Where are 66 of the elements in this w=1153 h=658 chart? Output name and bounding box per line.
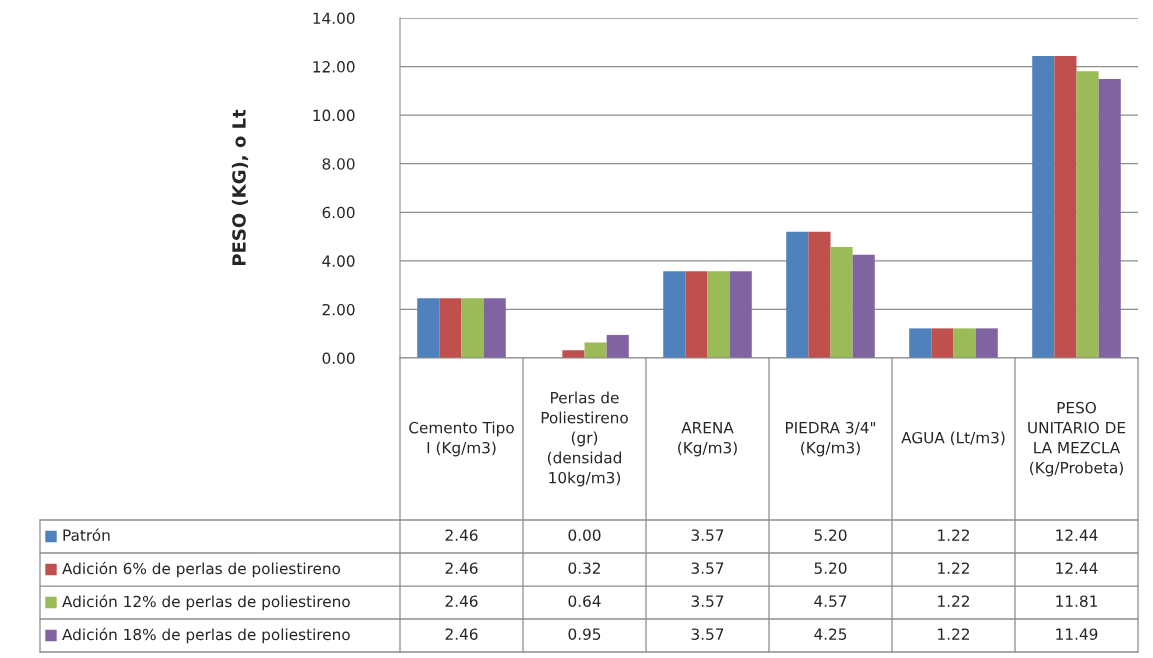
bar bbox=[852, 254, 875, 358]
bar bbox=[1098, 78, 1121, 358]
data-label: 1.22 bbox=[938, 562, 969, 574]
y-tick-label: 10.00 bbox=[313, 109, 355, 122]
data-label: 3.57 bbox=[691, 529, 724, 541]
y-tick-label: 12.00 bbox=[313, 61, 355, 73]
bar bbox=[1032, 55, 1055, 358]
data-label: 2.46 bbox=[445, 595, 478, 607]
bar bbox=[685, 271, 708, 358]
y-tick-label: 4.00 bbox=[322, 255, 355, 267]
data-label: 0.32 bbox=[568, 562, 600, 574]
data-label: 3.57 bbox=[691, 628, 724, 640]
x-tick-label: PESO UNITARIO DE LA MEZCLA (Kg/Probeta) bbox=[1028, 401, 1126, 477]
data-label: 2.46 bbox=[445, 562, 478, 574]
data-label: 1.22 bbox=[938, 595, 969, 607]
data-label: 2.46 bbox=[445, 529, 478, 541]
data-label: 1.22 bbox=[938, 529, 969, 541]
bar bbox=[606, 334, 629, 358]
y-tick-label: 2.00 bbox=[322, 303, 355, 316]
data-label: 4.57 bbox=[814, 595, 847, 607]
data-label: 12.44 bbox=[1056, 562, 1098, 574]
data-label: 5.20 bbox=[814, 562, 847, 574]
bar bbox=[461, 298, 484, 358]
bar bbox=[808, 231, 831, 358]
data-label: 5.20 bbox=[814, 529, 847, 541]
bar bbox=[439, 298, 462, 358]
data-label: 2.46 bbox=[445, 628, 478, 640]
bar bbox=[786, 231, 809, 358]
x-tick-label: PIEDRA 3/4" (Kg/m3) bbox=[785, 421, 876, 457]
bar bbox=[909, 328, 932, 358]
x-tick-label: Cemento Tipo I (Kg/m3) bbox=[409, 421, 514, 457]
data-label: 11.81 bbox=[1056, 595, 1097, 607]
data-label: 3.57 bbox=[691, 562, 724, 574]
bar bbox=[483, 298, 506, 358]
data-label: 4.25 bbox=[814, 628, 847, 640]
y-tick-label: 14.00 bbox=[313, 12, 355, 25]
bar bbox=[931, 328, 954, 358]
bar bbox=[1054, 55, 1077, 358]
y-axis-title: PESO (KG), o Lt bbox=[231, 109, 249, 266]
data-label: 0.64 bbox=[568, 595, 601, 607]
bar bbox=[562, 350, 585, 358]
y-tick-label: 6.00 bbox=[322, 206, 355, 219]
bar bbox=[417, 298, 440, 358]
legend-label: Patrón bbox=[63, 528, 110, 541]
data-label: 11.49 bbox=[1056, 628, 1098, 640]
bar bbox=[663, 271, 686, 358]
legend-label: Adición 12% de perlas de poliestireno bbox=[62, 594, 350, 611]
bar bbox=[975, 328, 998, 358]
bar bbox=[953, 328, 976, 358]
data-label: 3.57 bbox=[691, 595, 724, 607]
bar bbox=[830, 247, 853, 358]
y-tick-label: 8.00 bbox=[322, 158, 355, 170]
x-tick-label: ARENA (Kg/m3) bbox=[678, 422, 737, 457]
x-tick-label: AGUA (Lt/m3) bbox=[901, 431, 1005, 446]
data-label: 0.00 bbox=[568, 529, 601, 541]
bar bbox=[729, 271, 752, 358]
data-label: 1.22 bbox=[938, 628, 969, 640]
y-tick-label: 0.00 bbox=[322, 352, 355, 365]
bar bbox=[584, 342, 607, 358]
bar bbox=[707, 271, 730, 358]
x-tick-label: Perlas de Poliestireno (gr) (densidad 10kg/m3) bbox=[541, 391, 628, 487]
data-label: 0.95 bbox=[568, 628, 601, 640]
data-label: 12.44 bbox=[1056, 529, 1098, 541]
legend-label: Adición 6% de perlas de poliestireno bbox=[62, 561, 341, 578]
bar bbox=[1076, 71, 1099, 358]
legend-label: Adición 18% de perlas de poliestireno bbox=[62, 627, 350, 644]
